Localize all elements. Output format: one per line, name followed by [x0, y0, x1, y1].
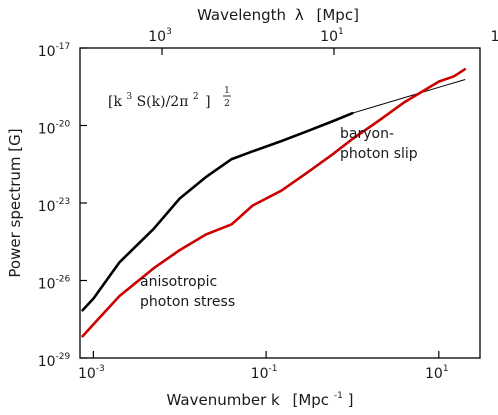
y-tick-label-2: 10-23	[38, 197, 71, 215]
y-tick-label-3: 10-26	[38, 275, 71, 293]
formula-open: [k	[108, 94, 122, 110]
formula-annotation: [k 3 S(k)/2π 2 ]	[108, 87, 211, 110]
x-axis-title: Wavenumber k [Mpc -1 ]	[167, 384, 354, 409]
x2-axis-ticks: 10310110-1	[148, 27, 498, 55]
y-tick-label-3-base: 10	[38, 277, 56, 293]
x-tick-label-0: 10-3	[78, 364, 105, 382]
y-tick-label-1: 10-20	[38, 120, 71, 138]
x2-tick-label-1-base: 10	[320, 29, 338, 45]
formula-exp2: 2	[193, 92, 199, 102]
y-axis-title: Power spectrum [G]	[6, 128, 24, 277]
formula-exp1: 3	[126, 92, 132, 102]
baryon-annotation-line1: baryon-	[340, 126, 394, 142]
y-tick-label-1-exp: -20	[56, 120, 71, 130]
x-tick-label-0-base: 10	[78, 366, 96, 382]
x-axis-title-text: Wavenumber k	[167, 391, 280, 409]
x2-tick-label-1: 101	[320, 27, 344, 45]
x2-tick-label-2-base: 10	[490, 29, 498, 45]
y-tick-label-0-exp: -17	[56, 42, 71, 52]
aniso-annotation-line1: anisotropic	[140, 274, 217, 290]
x-axis-title-unit: [Mpc	[292, 391, 329, 409]
x2-tick-label-1-exp: 1	[338, 27, 344, 37]
x2-axis-title-unit: [Mpc]	[317, 6, 359, 24]
x2-tick-label-2: 10-1	[490, 27, 498, 45]
formula-middle: S(k)/2π	[137, 94, 189, 110]
y-tick-label-3-exp: -26	[56, 275, 71, 285]
y-tick-label-2-base: 10	[38, 199, 56, 215]
x-tick-label-1-exp: -1	[269, 364, 278, 374]
y-tick-label-4: 10-29	[38, 352, 71, 370]
x-tick-label-0-exp: -3	[96, 364, 105, 374]
data-series	[81, 68, 467, 338]
aniso-annotation-line2: photon stress	[140, 294, 235, 310]
formula-close: ]	[205, 94, 210, 110]
x-axis-title-unit-close: ]	[348, 391, 354, 409]
x-tick-label-1-base: 10	[251, 366, 269, 382]
baryon-annotation-line2: photon slip	[340, 146, 418, 162]
formula-power-num: 1	[224, 86, 230, 96]
y-tick-label-4-exp: -29	[56, 352, 71, 362]
x-tick-label-2-base: 10	[425, 366, 443, 382]
series-line-1	[351, 79, 466, 114]
y-tick-label-0-base: 10	[38, 44, 56, 60]
x2-axis-title-text: Wavelength	[197, 6, 286, 24]
formula-power-den: 2	[224, 99, 230, 109]
x2-tick-label-0-exp: 3	[166, 27, 172, 37]
y-tick-label-1-base: 10	[38, 122, 56, 138]
y-tick-label-0: 10-17	[38, 42, 71, 60]
x-tick-label-1: 10-1	[251, 364, 278, 382]
x-tick-label-2-exp: 1	[443, 364, 449, 374]
x-tick-label-2: 101	[425, 364, 449, 382]
series-line-0	[81, 111, 354, 312]
y-tick-label-2-exp: -23	[56, 197, 71, 207]
x2-axis-title-symbol: λ	[295, 6, 304, 24]
x2-tick-label-0-base: 10	[148, 29, 166, 45]
x2-axis-title: Wavelength λ [Mpc]	[197, 6, 359, 24]
series-line-2	[81, 68, 467, 338]
x-axis-title-unit-exp: -1	[334, 391, 343, 401]
y-tick-label-4-base: 10	[38, 354, 56, 370]
x-axis-ticks: 10-3 10-1 101	[78, 351, 449, 382]
x2-tick-label-0: 103	[148, 27, 172, 45]
